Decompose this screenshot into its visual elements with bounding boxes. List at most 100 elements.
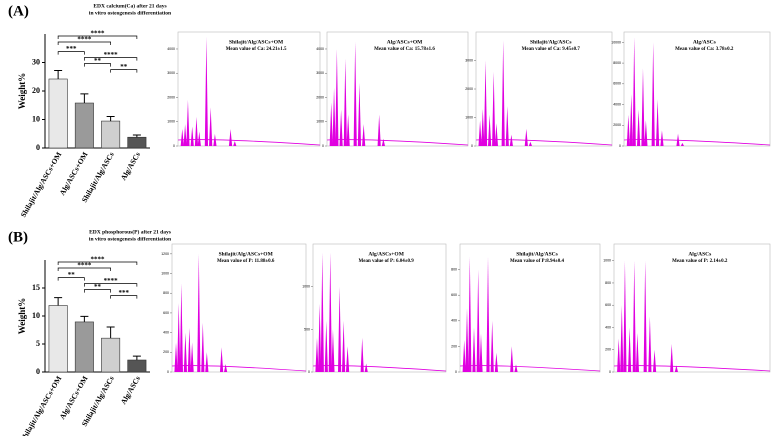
- spectrum-peak: [641, 68, 645, 146]
- error-bar: [54, 297, 63, 306]
- spectrum-peak: [620, 305, 624, 372]
- spectrum-peak: [329, 102, 333, 146]
- spectrum-peak: [174, 342, 178, 372]
- spectrum-peak: [364, 363, 368, 372]
- spectrum-peak: [346, 114, 350, 146]
- spectrum-peak: [509, 134, 513, 146]
- spectrum-peak: [335, 48, 339, 146]
- spectrum-peak: [362, 124, 366, 146]
- significance-label: ***: [66, 45, 77, 53]
- spectrum-subtitle: Mean value of Ca: 3.78±0.2: [675, 47, 734, 52]
- y-tick-label: 500: [304, 327, 310, 331]
- spectrum-title: Alg/ASCs+OM: [387, 39, 423, 45]
- y-tick-label: 6000: [613, 82, 621, 86]
- significance-label: ****: [104, 51, 119, 59]
- significance-bracket: [110, 295, 138, 299]
- spectrum-peak: [190, 126, 194, 146]
- bar: [127, 359, 147, 373]
- spectrum-title: Alg/ASCs: [693, 39, 716, 45]
- y-tick-label: 800: [605, 281, 611, 285]
- y-tick-label: 2000: [167, 95, 175, 99]
- spectrum-peak: [472, 327, 476, 372]
- significance-bracket: [84, 283, 138, 287]
- y-tick-label: 1000: [302, 285, 310, 289]
- spectrum-peak: [224, 364, 228, 372]
- spectrum-peak: [183, 124, 187, 146]
- significance-label: **: [94, 283, 102, 291]
- y-tick-label: 0: [308, 370, 310, 374]
- y-axis-label: Weight%: [17, 298, 27, 335]
- y-tick-label: 200: [605, 348, 611, 352]
- spectrum-subtitle: Mean value of P: 11.88±0.6: [217, 259, 275, 264]
- chart-title: EDX phosphorous(P) after 21 days: [89, 228, 171, 235]
- spectrum-peak: [213, 133, 217, 146]
- spectrum-peak: [643, 260, 647, 372]
- spectrum-subtitle: Mean value of Ca: 15.78±1.6: [374, 47, 435, 52]
- spectrum-peak: [331, 329, 335, 372]
- spectrum-peak: [186, 99, 190, 146]
- plot-frame: [459, 243, 601, 373]
- spectrum-subtitle: Mean value of P: 6.04±0.9: [359, 259, 415, 264]
- y-tick-label: 200: [163, 350, 169, 354]
- significance-bracket: [110, 69, 138, 73]
- y-axis-label: Weight%: [17, 73, 27, 110]
- significance-label: **: [68, 271, 76, 279]
- spectrum-subtitle: Mean value of P:8.94±0.4: [510, 259, 564, 264]
- spectrum-title: Shilajit/Alg/ASCs: [516, 251, 558, 257]
- significance-bracket: [57, 41, 111, 45]
- spectrum-peak: [209, 107, 213, 146]
- spectrum-peak: [187, 327, 192, 372]
- spectrum-peak: [190, 342, 194, 372]
- spectrum-peak: [343, 58, 347, 147]
- spectrum-peak: [652, 349, 657, 372]
- spectrum-peak: [628, 327, 632, 372]
- spectrum-peak: [651, 42, 655, 147]
- y-tick-label: 10000: [611, 40, 621, 44]
- y-tick-label: 0: [471, 144, 473, 148]
- y-tick-label: 3000: [316, 71, 324, 75]
- significance-bracket: [57, 35, 138, 39]
- spectrum-peak: [468, 256, 472, 372]
- spectrum-peak: [219, 347, 224, 372]
- y-tick-label: 2000: [613, 123, 621, 127]
- spectrum-peak: [528, 141, 532, 146]
- spectrum-peak: [476, 269, 480, 372]
- spectrum-peak: [629, 94, 633, 146]
- spectrum-peak: [357, 82, 362, 146]
- y-tick-label: 0: [167, 370, 169, 374]
- spectrum-peak: [492, 71, 496, 146]
- error-bar: [132, 134, 141, 138]
- bar: [127, 136, 147, 149]
- spectrum-peak: [197, 253, 201, 372]
- spectrum-peak: [623, 260, 627, 372]
- y-tick-label: 1000: [167, 120, 175, 124]
- spectrum-peak: [360, 337, 364, 372]
- error-bar: [132, 355, 141, 361]
- panel-label: (A): [8, 3, 29, 19]
- y-tick-label: 30: [32, 57, 40, 66]
- significance-bracket: [57, 267, 111, 271]
- spectrum-title: Alg/ASCs+OM: [368, 251, 404, 257]
- spectrum-peak: [626, 114, 630, 146]
- spectrum-peak: [324, 320, 328, 372]
- plot-frame: [312, 243, 447, 373]
- spectrum-peak: [332, 87, 336, 146]
- spectrum-peak: [674, 365, 678, 372]
- y-tick-label: 20: [32, 86, 40, 95]
- x-tick-label: Alg/ASCs: [119, 374, 142, 406]
- spectrum-peak: [481, 108, 485, 146]
- y-tick-label: 1000: [603, 259, 611, 263]
- significance-label: ****: [77, 262, 92, 270]
- x-tick-label: Alg/ASCs: [119, 150, 142, 182]
- y-tick-label: 0: [36, 143, 40, 152]
- y-tick-label: 0: [173, 144, 175, 148]
- spectrum-peak: [488, 114, 492, 146]
- chart-title: EDX calcium(Ca) after 21 days: [93, 2, 166, 9]
- spectrum-title: Shilajit/Alg/ASCs+OM: [229, 39, 284, 45]
- spectrum-peak: [479, 333, 483, 372]
- spectrum-peak: [201, 322, 205, 372]
- spectrum-subtitle: Mean value of Ca: 9.45±0.7: [522, 47, 581, 52]
- spectrum-peak: [183, 332, 187, 372]
- spectrum-title: Alg/ASCs: [688, 251, 711, 257]
- plot-frame: [613, 243, 771, 373]
